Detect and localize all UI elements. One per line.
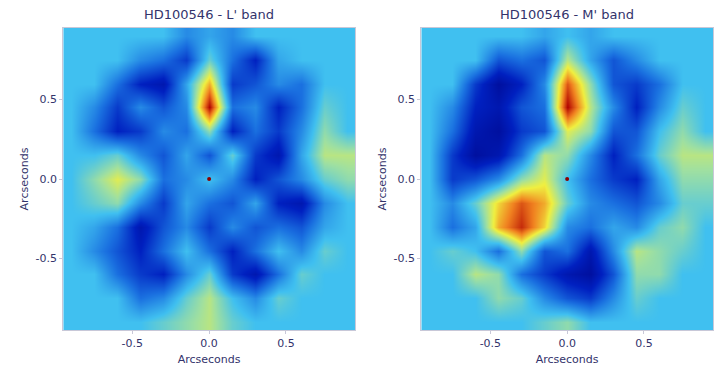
svg-text:0.5: 0.5 [277,337,295,350]
svg-text:Arcseconds: Arcseconds [536,353,599,366]
svg-text:Arcseconds: Arcseconds [18,147,31,210]
svg-text:0.5: 0.5 [398,93,416,106]
svg-text:-0.5: -0.5 [480,337,501,350]
svg-text:0.5: 0.5 [40,93,58,106]
svg-text:-0.5: -0.5 [122,337,143,350]
svg-text:0.0: 0.0 [200,337,218,350]
svg-text:0.0: 0.0 [558,337,576,350]
svg-text:-0.5: -0.5 [394,252,415,265]
svg-text:HD100546 - L' band: HD100546 - L' band [144,7,274,22]
svg-text:HD100546 - M' band: HD100546 - M' band [500,7,634,22]
svg-text:-0.5: -0.5 [36,252,57,265]
svg-text:0.0: 0.0 [40,173,58,186]
svg-text:Arcseconds: Arcseconds [376,147,389,210]
svg-text:Arcseconds: Arcseconds [178,353,241,366]
svg-text:0.0: 0.0 [398,173,416,186]
svg-text:0.5: 0.5 [635,337,653,350]
